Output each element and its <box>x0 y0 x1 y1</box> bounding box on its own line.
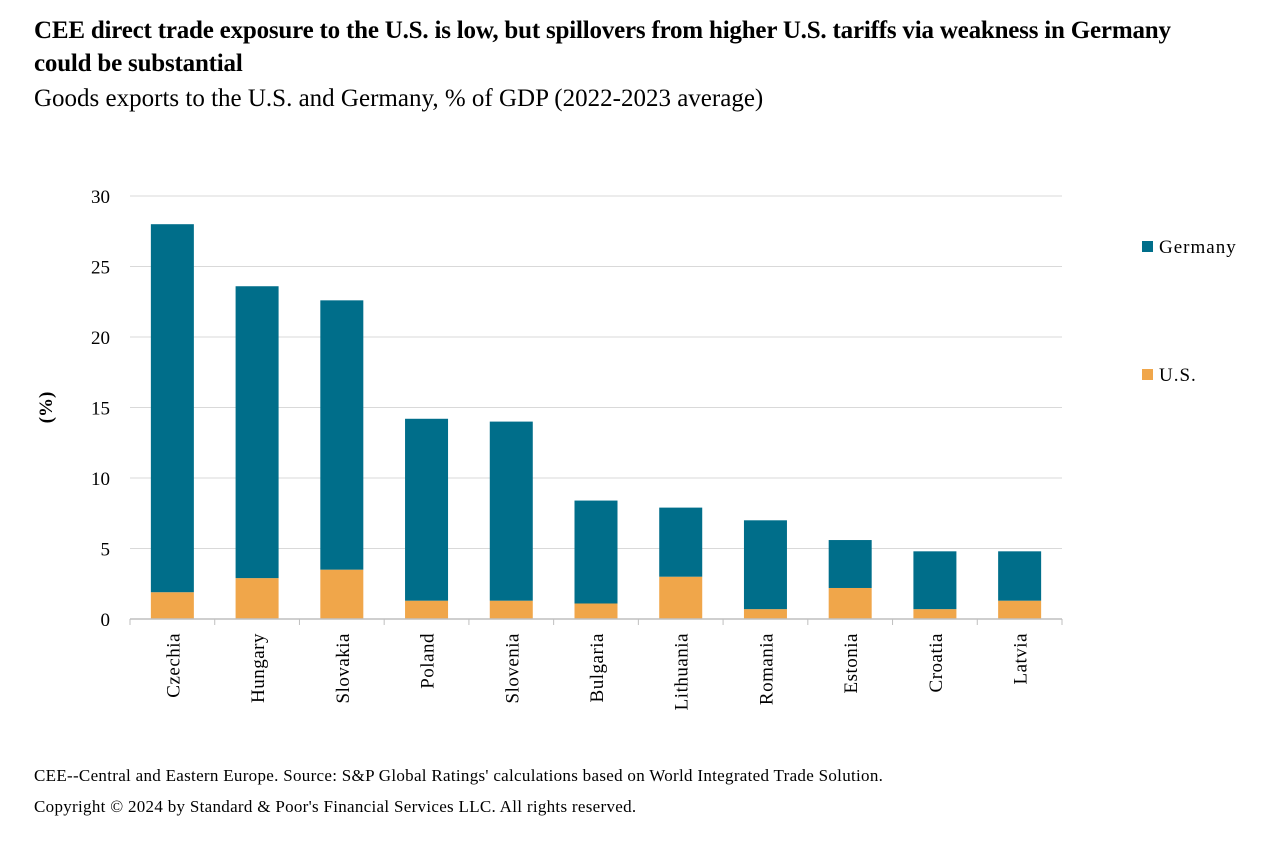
bar-us-latvia <box>998 600 1042 619</box>
legend-label: U.S. <box>1159 365 1197 386</box>
y-axis-label: (%) <box>36 392 57 424</box>
y-tick-label: 15 <box>91 399 110 420</box>
bar-us-romania <box>743 609 787 619</box>
bar-germany-estonia <box>828 540 872 588</box>
y-tick-label: 0 <box>101 610 111 631</box>
x-tick-label: Croatia <box>926 633 947 692</box>
bar-us-hungary <box>235 578 279 619</box>
bar-us-bulgaria <box>574 603 618 619</box>
x-tick-label: Bulgaria <box>587 633 608 702</box>
x-tick-label: Poland <box>418 633 439 689</box>
bar-germany-poland <box>405 418 449 601</box>
bar-germany-latvia <box>998 551 1042 601</box>
y-tick-label: 25 <box>91 258 110 279</box>
gridlines <box>130 195 1062 549</box>
copyright-note: Copyright © 2024 by Standard & Poor's Fi… <box>34 797 637 816</box>
y-tick-label: 20 <box>91 328 110 349</box>
x-tick-label: Czechia <box>163 633 184 698</box>
bars <box>150 224 1042 619</box>
x-tick-label: Lithuania <box>672 633 693 710</box>
x-tick-label: Slovenia <box>502 633 523 704</box>
x-tick-label: Estonia <box>841 633 862 694</box>
bar-us-estonia <box>828 587 872 619</box>
chart-subtitle: Goods exports to the U.S. and Germany, %… <box>34 85 764 112</box>
legend-label: Germany <box>1159 237 1237 258</box>
bar-us-poland <box>405 600 449 619</box>
bar-germany-slovakia <box>320 300 364 570</box>
x-tick-label: Slovakia <box>333 633 354 704</box>
x-tick-label: Hungary <box>248 633 269 703</box>
axes: 0 5 10 15 20 25 30 (%) Czechia Hungary Slovakia Pol… <box>36 187 1063 710</box>
bar-us-slovenia <box>489 600 533 619</box>
legend-swatch <box>1142 241 1153 252</box>
bar-germany-croatia <box>913 551 957 610</box>
bar-germany-romania <box>743 520 787 610</box>
x-tick-label: Romania <box>756 633 777 705</box>
x-tick-label: Latvia <box>1011 633 1032 685</box>
chart-title: CEE direct trade exposure to the U.S. is… <box>34 17 1171 77</box>
y-tick-label: 5 <box>101 540 111 561</box>
bar-germany-slovenia <box>489 421 533 601</box>
legend-swatch <box>1142 369 1153 380</box>
y-tick-label: 30 <box>91 187 110 208</box>
bar-germany-czechia <box>150 224 194 593</box>
bar-us-lithuania <box>659 576 703 619</box>
bar-germany-lithuania <box>659 507 703 577</box>
source-note: CEE--Central and Eastern Europe. Source:… <box>34 766 884 785</box>
legend: Germany U.S. <box>1142 237 1237 386</box>
stacked-bar-chart: 0 5 10 15 20 25 30 (%) Czechia Hungary Slovakia Pol… <box>36 187 1237 710</box>
bar-us-czechia <box>150 592 194 619</box>
bar-us-croatia <box>913 609 957 619</box>
bar-us-slovakia <box>320 569 364 619</box>
bar-germany-hungary <box>235 286 279 579</box>
bar-germany-bulgaria <box>574 500 618 604</box>
y-tick-label: 10 <box>91 469 110 490</box>
